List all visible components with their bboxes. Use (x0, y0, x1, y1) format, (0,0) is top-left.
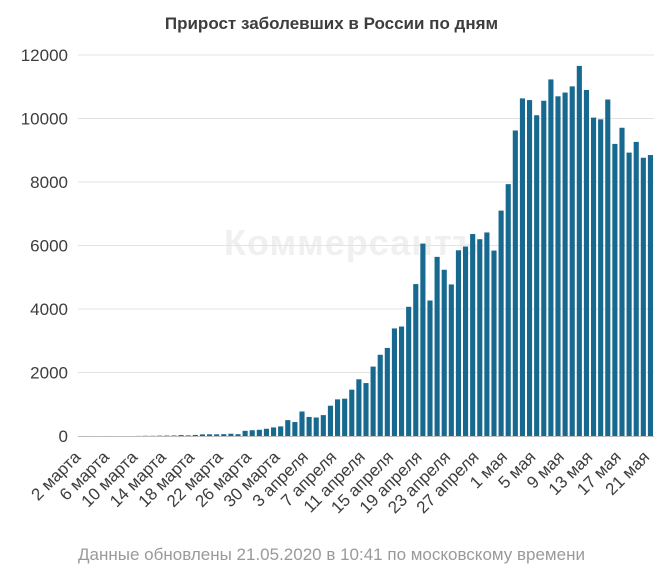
bar (263, 428, 269, 436)
bar (498, 210, 504, 436)
chart-title: Прирост заболевших в России по дням (164, 14, 499, 33)
bar (505, 184, 511, 436)
bar (320, 415, 326, 436)
bar (207, 434, 213, 436)
footnote: Данные обновлены 21.05.2020 в 10:41 по м… (78, 545, 585, 564)
bar (527, 100, 533, 437)
bar (406, 306, 412, 436)
bar (399, 326, 405, 436)
bar (391, 328, 397, 436)
bar (185, 435, 191, 436)
bar (214, 434, 220, 436)
bar (598, 119, 604, 436)
bar (256, 429, 262, 436)
bar (199, 434, 205, 436)
bar (384, 347, 390, 436)
bar (278, 426, 284, 436)
bar (327, 405, 333, 436)
bar (178, 435, 184, 436)
bars-series (79, 65, 653, 437)
bar (569, 86, 575, 437)
bar (221, 434, 227, 436)
bar (448, 284, 454, 436)
bar (235, 434, 241, 436)
bar (562, 92, 568, 436)
bar (441, 269, 447, 436)
bar (583, 89, 589, 437)
y-axis-ticks: 0 2000 4000 6000 8000 10000 12000 (21, 46, 68, 446)
bar (633, 141, 639, 436)
bar (299, 411, 305, 436)
bar (413, 284, 419, 436)
bar (484, 232, 490, 436)
bar (285, 420, 291, 437)
bar (548, 79, 554, 437)
bar (512, 130, 518, 436)
y-tick-label: 4000 (30, 300, 68, 319)
bar (491, 250, 497, 436)
bar (434, 256, 440, 436)
bar (555, 96, 561, 436)
y-tick-label: 10000 (21, 110, 68, 129)
bar (271, 427, 277, 436)
bar (477, 239, 483, 436)
bar (313, 417, 319, 436)
bar (363, 383, 369, 436)
bar (356, 379, 362, 436)
bar (342, 398, 348, 436)
bar (249, 430, 255, 436)
bar (619, 127, 625, 437)
bar (576, 65, 582, 437)
bar (647, 155, 653, 437)
bar (349, 389, 355, 436)
bar (591, 117, 597, 437)
bar (463, 246, 469, 436)
bar (292, 422, 298, 436)
bar (605, 99, 611, 436)
bar (455, 250, 461, 436)
y-tick-label: 6000 (30, 237, 68, 256)
bar (640, 157, 646, 437)
bar (519, 98, 525, 437)
bar (171, 435, 177, 436)
bar (541, 100, 547, 436)
bar (626, 152, 632, 436)
bar (192, 434, 198, 436)
bar (306, 416, 312, 436)
bar (370, 366, 376, 436)
y-tick-label: 2000 (30, 364, 68, 383)
bar (420, 243, 426, 436)
y-tick-label: 8000 (30, 173, 68, 192)
y-tick-label: 0 (59, 427, 68, 446)
bar (228, 433, 234, 436)
bar (612, 143, 618, 436)
bar (470, 234, 476, 436)
bar (335, 399, 341, 436)
bar (534, 115, 540, 436)
y-tick-label: 12000 (21, 46, 68, 65)
bar (427, 300, 433, 436)
bar (242, 430, 248, 436)
bar (377, 354, 383, 436)
watermark-logo: Коммерсантъ (224, 222, 480, 263)
